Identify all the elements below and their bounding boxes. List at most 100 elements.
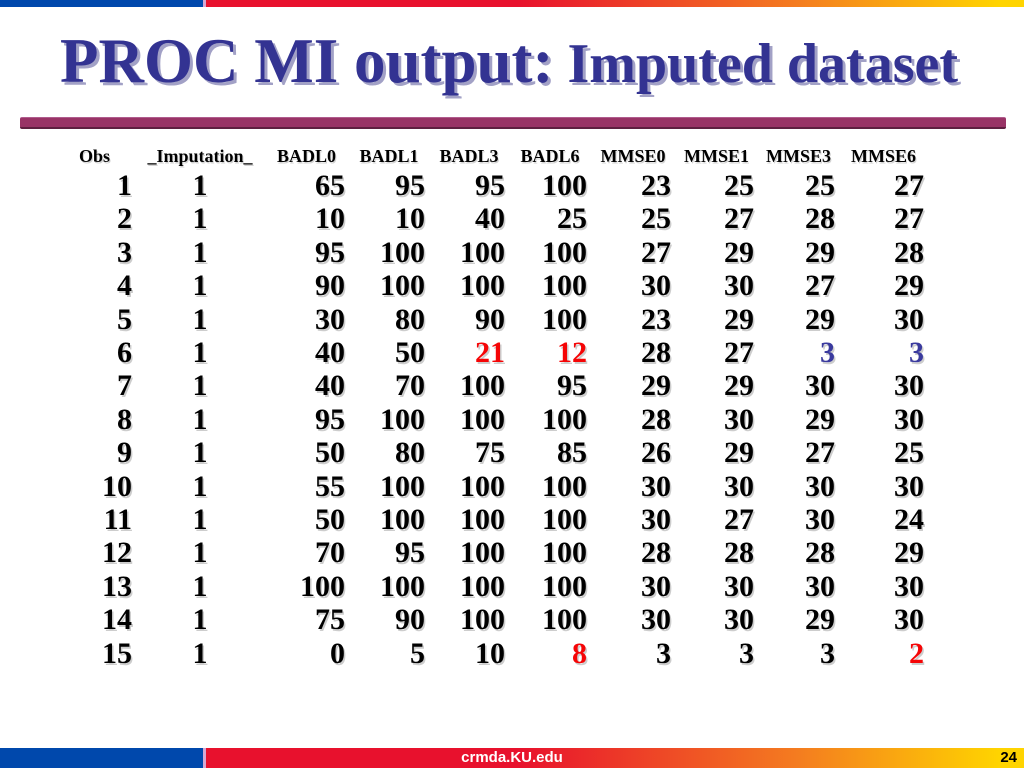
table-cell: 15 <box>102 636 132 670</box>
table-cell: 8 <box>117 402 132 436</box>
table-cell: 1 <box>192 402 208 436</box>
table-cell: 95 <box>395 536 425 570</box>
table-cell: 95 <box>557 369 587 403</box>
table-cell: 100 <box>460 503 505 537</box>
table-cell: 30 <box>805 469 835 503</box>
table-cell: 27 <box>724 202 754 236</box>
table-cell: 1 <box>192 269 208 303</box>
table-cell: 8 <box>572 636 587 670</box>
table-cell: 100 <box>460 402 505 436</box>
table-cell: 65 <box>315 169 345 202</box>
table-cell: 30 <box>641 269 671 303</box>
title-main: PROC MI output: <box>60 26 554 96</box>
table-cell: 29 <box>641 369 671 403</box>
table-cell: 30 <box>641 469 671 503</box>
table-container: Obs _Imputation_ BADL0 BADL1 BADL3 BADL6 MMSE0… <box>53 146 928 670</box>
table-cell: 27 <box>724 503 754 537</box>
table-cell: 30 <box>894 302 924 336</box>
table-cell: 100 <box>380 235 425 269</box>
table-cell: 28 <box>641 402 671 436</box>
table-cell: 29 <box>894 269 924 303</box>
footer-bar-separator <box>203 748 206 768</box>
table-cell: 10 <box>315 202 345 236</box>
table-cell: 1 <box>192 202 208 236</box>
table-cell: 25 <box>557 202 587 236</box>
table-cell: 5 <box>117 302 132 336</box>
table-cell: 50 <box>315 503 345 537</box>
top-bar-gradient-segment <box>206 0 1024 7</box>
table-cell: 30 <box>805 369 835 403</box>
table-cell: 90 <box>315 269 345 303</box>
table-cell: 95 <box>395 169 425 202</box>
table-cell: 28 <box>641 336 671 370</box>
column-header: BADL6 <box>520 146 580 166</box>
table-cell: 27 <box>724 336 754 370</box>
table-cell: 1 <box>192 235 208 269</box>
table-cell: 40 <box>475 202 505 236</box>
table-header: Obs _Imputation_ BADL0 BADL1 BADL3 BADL6 MMSE0… <box>53 146 928 169</box>
table-cell: 29 <box>805 603 835 637</box>
table-cell: 100 <box>460 235 505 269</box>
table-cell: 12 <box>557 336 587 370</box>
table-row: 9 1 50 80 75 85 26 29 27 25 <box>53 436 928 469</box>
footer-bar-gradient-segment <box>206 748 1024 768</box>
table-cell: 3 <box>820 636 835 670</box>
table-cell: 1 <box>192 536 208 570</box>
table-cell: 100 <box>542 235 587 269</box>
table-cell: 29 <box>724 436 754 470</box>
table-cell: 4 <box>117 269 132 303</box>
table-row: 10 1 55 100 100 100 30 30 30 30 <box>53 470 928 503</box>
top-bar-separator <box>203 0 206 7</box>
table-cell: 1 <box>192 369 208 403</box>
table-row: 15 1 0 5 10 8 3 3 3 2 <box>53 637 928 670</box>
top-bar-blue-segment <box>0 0 203 7</box>
table-cell: 21 <box>475 336 505 370</box>
table-cell: 1 <box>192 336 208 370</box>
table-cell: 30 <box>894 402 924 436</box>
table-cell: 100 <box>542 469 587 503</box>
table-row: 5 1 30 80 90 100 23 29 29 30 <box>53 303 928 336</box>
table-cell: 50 <box>315 436 345 470</box>
table-body: 1 1 65 95 95 100 23 25 25 27 2 1 10 10 40 25 25 27 28 27 3 1 9… <box>53 169 928 670</box>
table-row: 13 1 100 100 100 100 30 30 30 30 <box>53 570 928 603</box>
table-cell: 5 <box>410 636 425 670</box>
table-cell: 3 <box>820 336 835 370</box>
table-cell: 55 <box>315 469 345 503</box>
table-cell: 27 <box>894 202 924 236</box>
table-cell: 30 <box>641 603 671 637</box>
table-cell: 95 <box>315 235 345 269</box>
column-header: MMSE3 <box>766 146 831 166</box>
table-cell: 12 <box>102 536 132 570</box>
table-cell: 70 <box>395 369 425 403</box>
table-cell: 29 <box>805 402 835 436</box>
table-cell: 10 <box>102 469 132 503</box>
table-cell: 25 <box>894 436 924 470</box>
column-header: Obs <box>78 146 111 166</box>
column-header: BADL3 <box>439 146 499 166</box>
table-cell: 7 <box>117 369 132 403</box>
table-cell: 28 <box>805 202 835 236</box>
table-cell: 80 <box>395 436 425 470</box>
table-cell: 100 <box>542 536 587 570</box>
table-cell: 29 <box>805 302 835 336</box>
title-sub: Imputed dataset <box>567 33 958 95</box>
table-cell: 2 <box>909 636 924 670</box>
table-cell: 95 <box>315 402 345 436</box>
table-cell: 100 <box>380 503 425 537</box>
table-cell: 3 <box>117 235 132 269</box>
page-title: PROC MI output: Imputed dataset <box>60 30 958 93</box>
table-cell: 0 <box>330 636 345 670</box>
table-cell: 100 <box>380 269 425 303</box>
table-cell: 70 <box>315 536 345 570</box>
table-cell: 30 <box>894 569 924 603</box>
table-row: 11 1 50 100 100 100 30 27 30 24 <box>53 503 928 536</box>
table-cell: 1 <box>117 169 132 202</box>
table-cell: 100 <box>542 269 587 303</box>
table-cell: 29 <box>724 302 754 336</box>
table-cell: 30 <box>724 402 754 436</box>
table-cell: 100 <box>542 503 587 537</box>
table-cell: 75 <box>315 603 345 637</box>
table-cell: 1 <box>192 469 208 503</box>
table-row: 14 1 75 90 100 100 30 30 29 30 <box>53 603 928 636</box>
table-cell: 90 <box>395 603 425 637</box>
